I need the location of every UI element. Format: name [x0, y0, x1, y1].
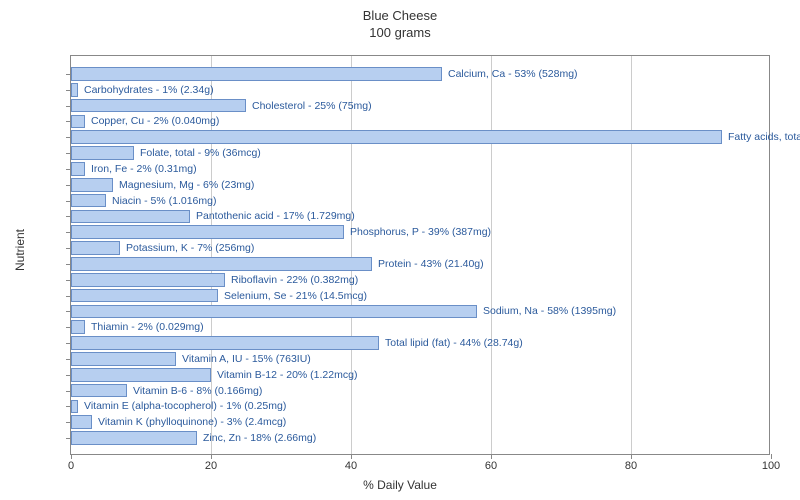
bar-label: Pantothenic acid - 17% (1.729mg) — [192, 209, 355, 225]
bar-label: Vitamin B-12 - 20% (1.22mcg) — [213, 367, 357, 383]
bar — [71, 115, 85, 129]
x-tick-label: 40 — [345, 460, 357, 472]
plot-area: 020406080100Calcium, Ca - 53% (528mg)Car… — [70, 55, 770, 455]
bar — [71, 241, 120, 255]
chart-title-1: Blue Cheese — [0, 8, 800, 25]
bar-label: Sodium, Na - 58% (1395mg) — [479, 304, 616, 320]
grid-line — [631, 56, 632, 454]
bar-label: Folate, total - 9% (36mcg) — [136, 145, 261, 161]
bar-label: Selenium, Se - 21% (14.5mcg) — [220, 288, 367, 304]
bar — [71, 194, 106, 208]
bar-label: Copper, Cu - 2% (0.040mg) — [87, 114, 219, 130]
bar-label: Fatty acids, total saturated - 93% (18.6… — [724, 129, 800, 145]
x-tickmark — [211, 454, 212, 459]
bar — [71, 99, 246, 113]
x-tickmark — [491, 454, 492, 459]
grid-line — [351, 56, 352, 454]
bar — [71, 83, 78, 97]
bar-label: Cholesterol - 25% (75mg) — [248, 98, 372, 114]
bar — [71, 257, 372, 271]
bar-label: Iron, Fe - 2% (0.31mg) — [87, 161, 197, 177]
bar-label: Vitamin K (phylloquinone) - 3% (2.4mcg) — [94, 414, 286, 430]
x-tickmark — [631, 454, 632, 459]
bar — [71, 431, 197, 445]
bar-label: Thiamin - 2% (0.029mg) — [87, 319, 204, 335]
x-tick-label: 20 — [205, 460, 217, 472]
x-tick-label: 100 — [762, 460, 780, 472]
bar — [71, 273, 225, 287]
bar-label: Vitamin B-6 - 8% (0.166mg) — [129, 383, 262, 399]
bar-label: Vitamin E (alpha-tocopherol) - 1% (0.25m… — [80, 399, 286, 415]
chart-title-block: Blue Cheese 100 grams — [0, 0, 800, 42]
bar — [71, 384, 127, 398]
x-tickmark — [71, 454, 72, 459]
bar-label: Zinc, Zn - 18% (2.66mg) — [199, 430, 316, 446]
grid-line — [491, 56, 492, 454]
bar — [71, 210, 190, 224]
x-tick-label: 60 — [485, 460, 497, 472]
x-tickmark — [771, 454, 772, 459]
bar — [71, 225, 344, 239]
nutrient-chart: Blue Cheese 100 grams Nutrient 020406080… — [0, 0, 800, 500]
bar-label: Protein - 43% (21.40g) — [374, 256, 484, 272]
bar — [71, 305, 477, 319]
bar — [71, 162, 85, 176]
x-tickmark — [351, 454, 352, 459]
bar — [71, 368, 211, 382]
bar — [71, 336, 379, 350]
bar-label: Calcium, Ca - 53% (528mg) — [444, 66, 578, 82]
y-axis-label: Nutrient — [13, 229, 27, 271]
bar-label: Total lipid (fat) - 44% (28.74g) — [381, 335, 523, 351]
bar-label: Niacin - 5% (1.016mg) — [108, 193, 216, 209]
bar — [71, 146, 134, 160]
bar — [71, 178, 113, 192]
bar — [71, 400, 78, 414]
bar-label: Carbohydrates - 1% (2.34g) — [80, 82, 214, 98]
bar-label: Magnesium, Mg - 6% (23mg) — [115, 177, 254, 193]
bar — [71, 352, 176, 366]
bar — [71, 289, 218, 303]
bar — [71, 67, 442, 81]
bar — [71, 320, 85, 334]
bar — [71, 130, 722, 144]
x-tick-label: 80 — [625, 460, 637, 472]
x-tick-label: 0 — [68, 460, 74, 472]
chart-title-2: 100 grams — [0, 25, 800, 42]
bar-label: Riboflavin - 22% (0.382mg) — [227, 272, 358, 288]
bar — [71, 415, 92, 429]
bar-label: Phosphorus, P - 39% (387mg) — [346, 224, 491, 240]
x-axis-label: % Daily Value — [0, 478, 800, 492]
bar-label: Potassium, K - 7% (256mg) — [122, 240, 254, 256]
bar-label: Vitamin A, IU - 15% (763IU) — [178, 351, 311, 367]
